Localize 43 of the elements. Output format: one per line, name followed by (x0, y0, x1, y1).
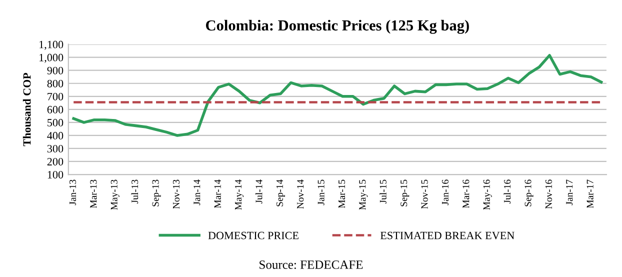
x-tick-label: Nov-16 (545, 180, 552, 209)
y-tick-label: 300 (47, 144, 64, 152)
x-tick-label: Sep-16 (524, 180, 534, 206)
x-tick-label: May-16 (483, 180, 492, 210)
x-tick-label: Mar-16 (462, 180, 470, 208)
x-tick-label: Sep-14 (276, 180, 285, 206)
x-tick-label: Jan-15 (318, 180, 324, 206)
y-tick-label: 600 (47, 106, 64, 114)
x-tick-label: Jan-13 (69, 180, 76, 206)
y-tick-label: 500 (48, 118, 64, 126)
x-tick-label: Jul-15 (380, 180, 386, 204)
legend-label: DOMESTIC PRICE (208, 232, 298, 240)
y-tick-label: 800 (47, 80, 64, 88)
x-tick-label: Nov-14 (297, 180, 304, 209)
line-series (72, 54, 603, 137)
y-tick-label: 100 (48, 170, 64, 178)
x-tick-label: Sep-15 (400, 180, 410, 206)
source-note: Source: FEDECAFE (260, 260, 363, 269)
y-tick-label: 200 (47, 158, 64, 166)
x-tick-label: Mar-15 (338, 180, 346, 208)
y-axis-title: Thousand COP (22, 72, 31, 146)
x-tick-label: Jan-16 (442, 180, 449, 206)
y-tick-label: 1,100 (40, 40, 64, 50)
x-tick-label: Jan-17 (566, 180, 573, 206)
x-tick-label: Nov-15 (421, 180, 428, 209)
chart-title: Colombia: Domestic Prices (125 Kg bag) (206, 20, 469, 34)
x-tick-label: Jul-16 (504, 180, 511, 204)
x-tick-label: May-14 (235, 180, 244, 210)
x-tick-label: Mar-13 (90, 180, 97, 208)
x-tick-label: Jan-14 (194, 180, 200, 206)
x-tick-label: Mar-14 (214, 180, 221, 208)
x-tick-label: May-15 (359, 180, 368, 210)
y-tick-label: 400 (47, 132, 64, 140)
x-tick-label: Jul-13 (131, 180, 138, 204)
x-tick-label: Nov-13 (172, 180, 180, 209)
x-tick-label: Mar-17 (586, 180, 594, 208)
x-tick-label: May-13 (110, 180, 120, 210)
x-tick-label: Sep-13 (152, 180, 161, 206)
y-tick-label: 700 (48, 92, 64, 100)
legend-label: ESTIMATED BREAK EVEN (380, 232, 514, 240)
y-tick-label: 900 (47, 66, 64, 74)
y-tick-label: 1,000 (40, 54, 64, 63)
x-tick-label: Jul-14 (255, 180, 262, 204)
